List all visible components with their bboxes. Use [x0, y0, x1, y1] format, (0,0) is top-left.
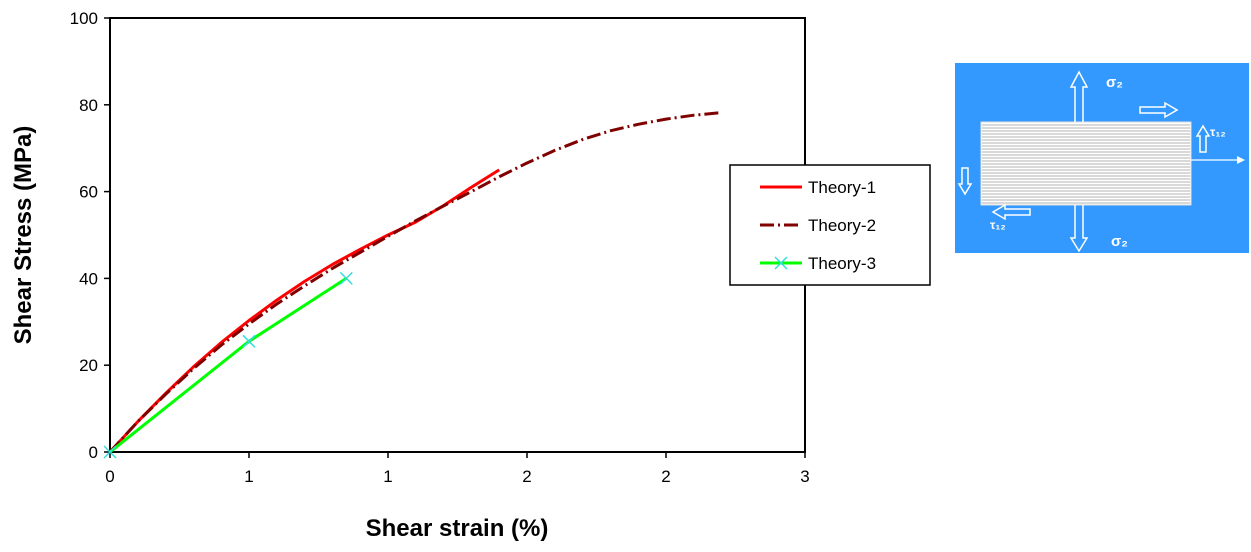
laminate-stress-inset: σ₂ σ₂ τ₁₂ τ₁₂	[955, 63, 1249, 253]
x-axis-title: Shear strain (%)	[366, 515, 549, 542]
tau12-top-arrow-icon	[1139, 101, 1179, 119]
series-point-theory-3	[103, 445, 117, 459]
legend-item-theory-3: Theory-3	[760, 254, 876, 273]
y-tick-label: 40	[79, 269, 98, 288]
x-tick-label: 1	[383, 467, 392, 486]
x-tick-label: 0	[105, 467, 114, 486]
laminate-fiber-lines	[982, 124, 1190, 204]
legend-box	[729, 164, 931, 286]
x-axis-ticks: 0 1 1 2 2 3	[105, 452, 810, 486]
legend-label: Theory-2	[808, 216, 876, 235]
series-point-theory-3	[242, 334, 256, 348]
y-tick-label: 100	[70, 9, 98, 28]
legend-label: Theory-3	[808, 254, 876, 273]
series-point-theory-3	[339, 271, 353, 285]
tau12-left-label: τ₁₂	[990, 218, 1006, 232]
legend-item-theory-2: Theory-2	[760, 216, 876, 235]
legend: Theory-1 Theory-2 Theory-3	[729, 164, 931, 286]
tau12-left-arrow-icon	[957, 167, 973, 196]
legend-item-theory-1: Theory-1	[760, 178, 876, 197]
x-tick-label: 2	[522, 467, 531, 486]
x-tick-label: 3	[800, 467, 809, 486]
legend-label: Theory-1	[808, 178, 876, 197]
y-axis-ticks: 0 20 40 60 80 100	[70, 9, 110, 462]
sigma2-top-label: σ₂	[1106, 74, 1123, 91]
y-tick-label: 0	[89, 443, 98, 462]
tau12-right-arrow-icon	[1195, 124, 1211, 153]
x-tick-label: 2	[661, 467, 670, 486]
y-tick-label: 20	[79, 356, 98, 375]
y-tick-label: 60	[79, 183, 98, 202]
plot-area-frame	[109, 17, 806, 453]
y-tick-label: 80	[79, 96, 98, 115]
sigma2-bottom-label: σ₂	[1111, 233, 1128, 250]
sigma2-bottom-arrow-icon	[1069, 205, 1089, 253]
tau12-right-label: τ₁₂	[1210, 125, 1226, 139]
series-line-theory-2	[108, 111, 722, 454]
laminate-block	[980, 121, 1192, 206]
y-axis-title: Shear Stress (MPa)	[10, 126, 37, 345]
series-layer	[103, 111, 722, 459]
x-tick-label: 1	[244, 467, 253, 486]
series-line-theory-3	[109, 277, 348, 454]
fiber-direction-arrow-icon	[1191, 156, 1245, 164]
tau12-bottom-arrow-icon	[991, 203, 1031, 221]
series-line-theory-1	[108, 168, 500, 454]
sigma2-top-arrow-icon	[1069, 70, 1089, 122]
